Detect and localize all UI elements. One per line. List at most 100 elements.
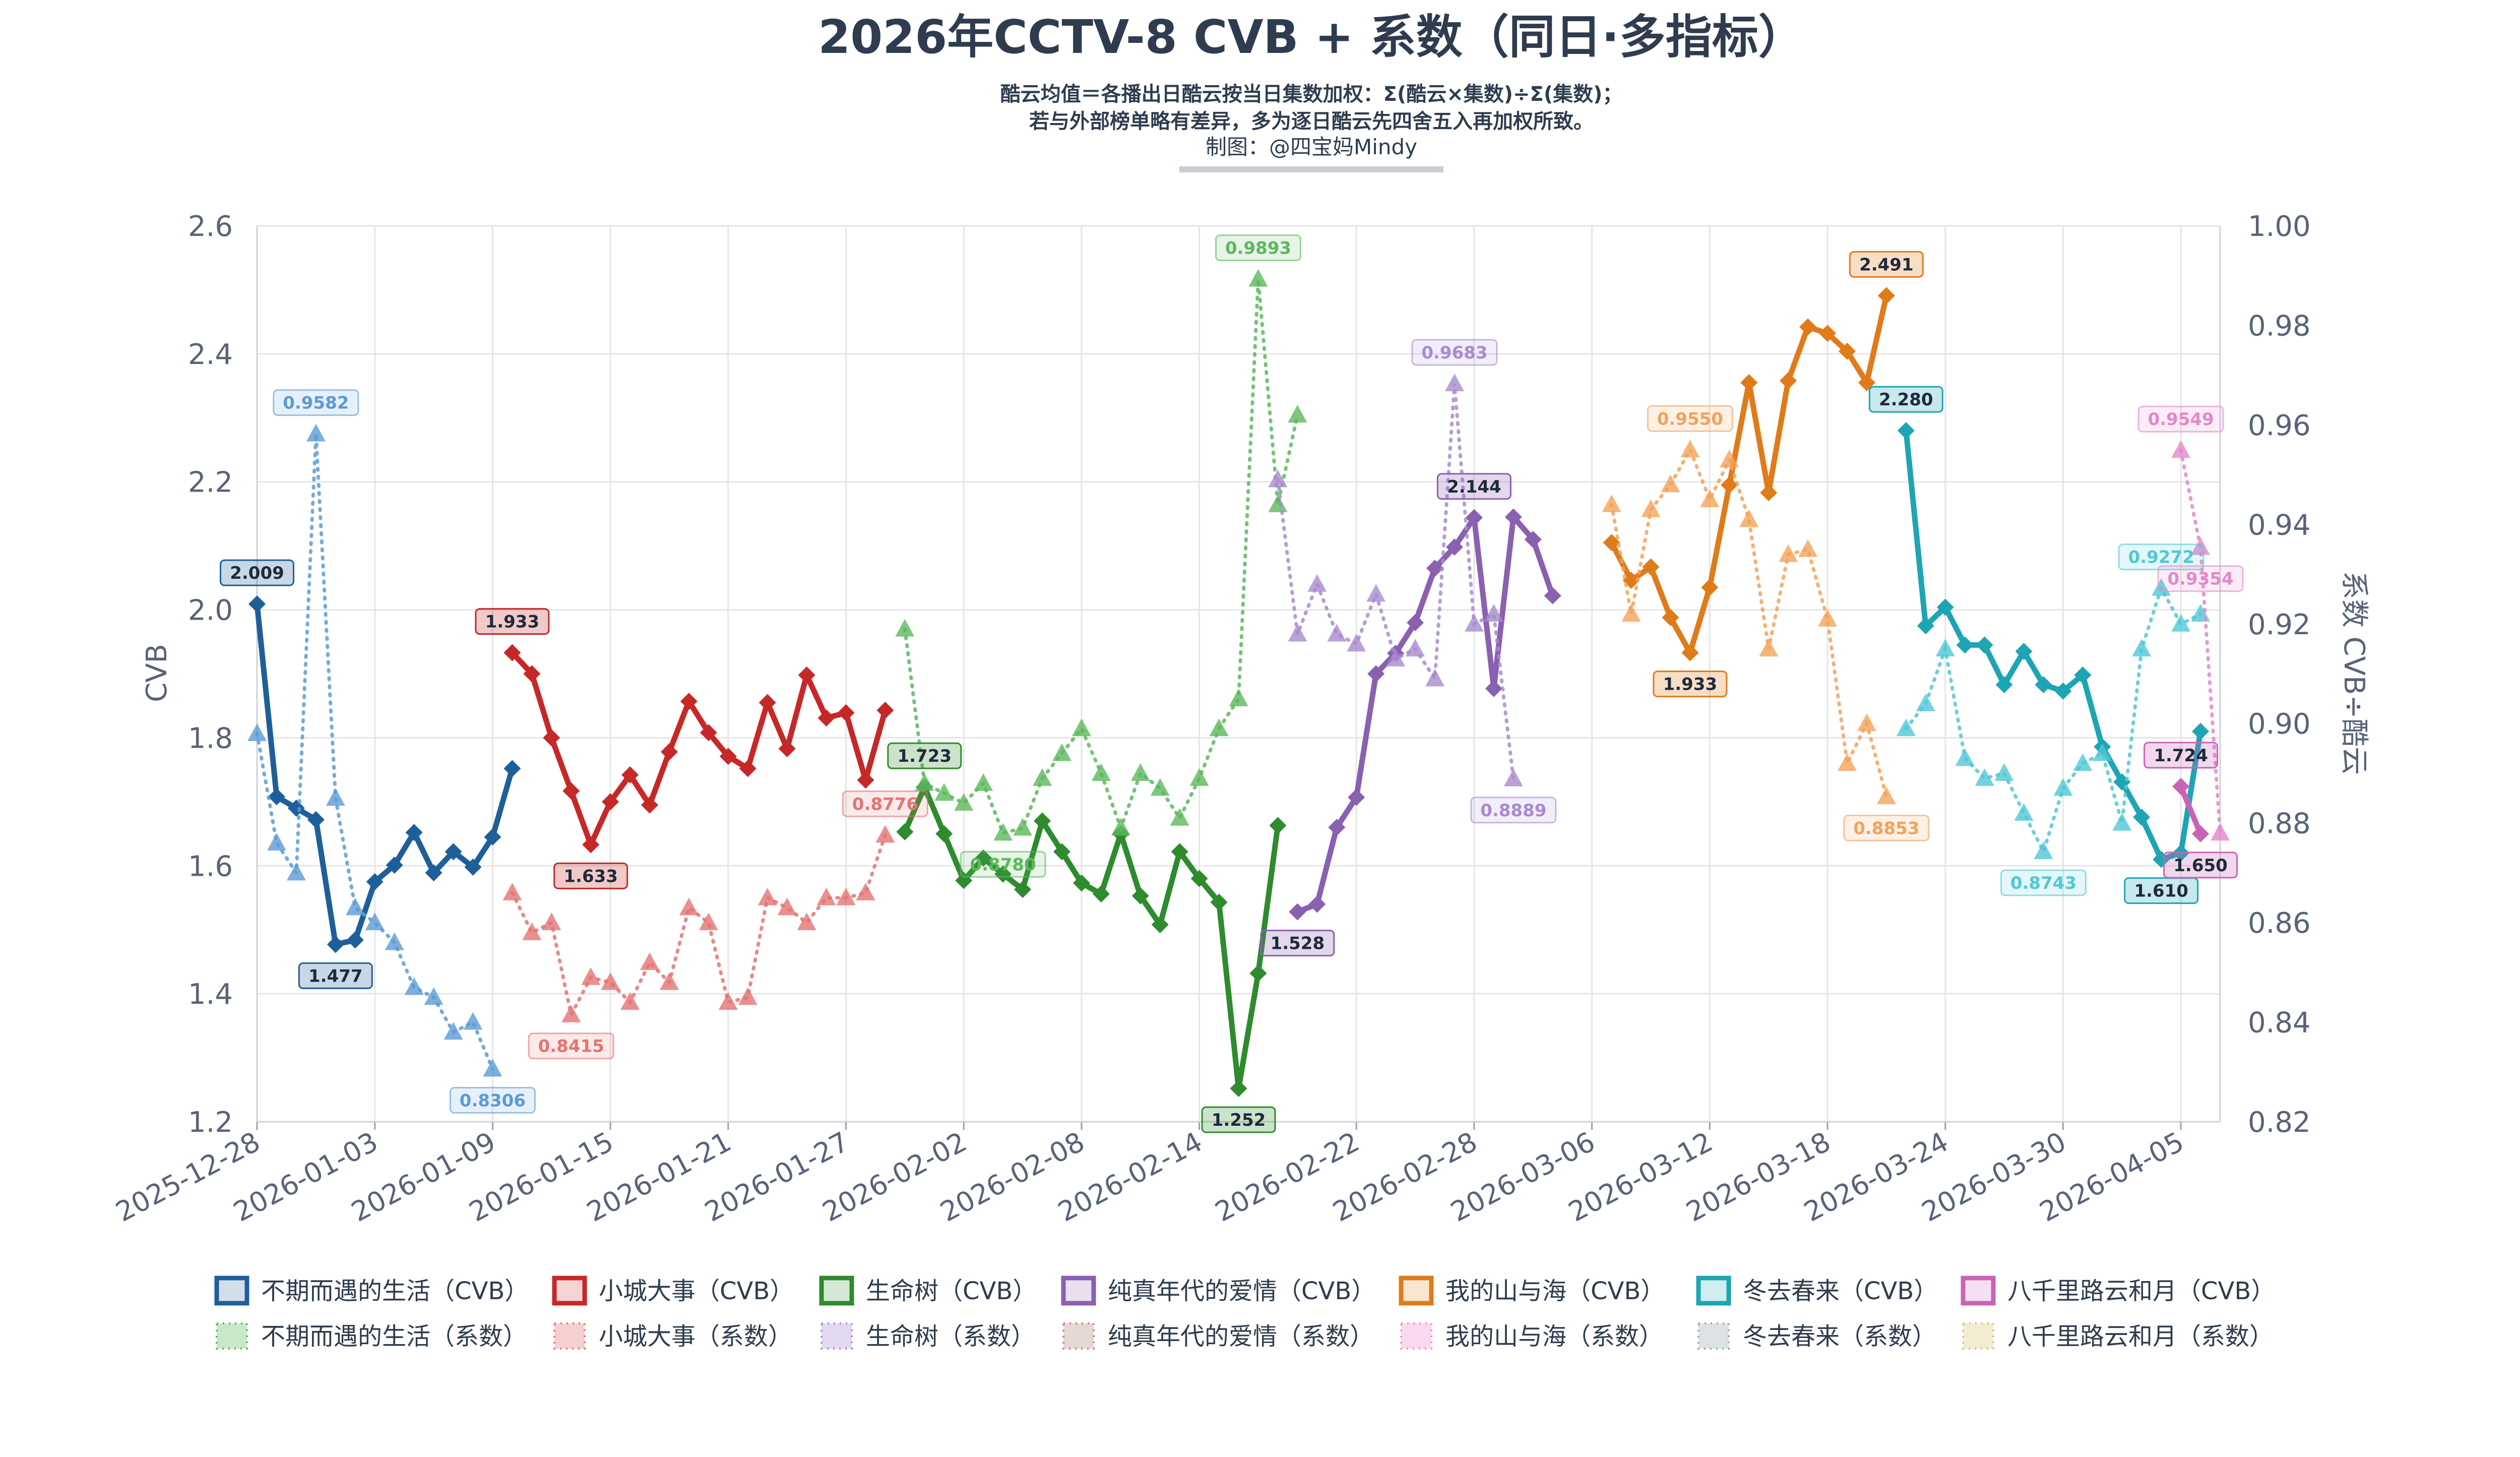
y2-axis-label: 系数 CVB÷酷云: [2338, 571, 2370, 775]
coef-point: [1248, 269, 1268, 287]
legend-item[interactable]: 不期而遇的生活（CVB）: [214, 1276, 529, 1306]
coef-point: [777, 897, 797, 916]
coef-point: [915, 773, 934, 791]
coef-point: [1916, 693, 1935, 711]
cvb-point: [1544, 587, 1561, 604]
cvb-point: [562, 782, 580, 800]
legend-item[interactable]: 生命树（系数）: [821, 1322, 1035, 1351]
cvb-point: [700, 724, 717, 742]
coef-point: [1406, 639, 1425, 657]
legend-label: 冬去春来（系数）: [1743, 1322, 1936, 1351]
legend-item[interactable]: 冬去春来（系数）: [1697, 1322, 1936, 1351]
coef-point: [2053, 778, 2073, 796]
legend-item[interactable]: 生命树（CVB）: [819, 1276, 1037, 1306]
series-0: [248, 595, 521, 953]
svg-text:2.491: 2.491: [1859, 255, 1914, 275]
y-tick-label: 2.4: [188, 338, 233, 371]
cvb-point: [778, 740, 796, 758]
cvb-point: [1701, 579, 1719, 596]
coef-point: [1288, 624, 1307, 642]
coef-point: [1935, 639, 1955, 657]
coef-point: [561, 1004, 581, 1022]
cvb-point: [817, 709, 835, 727]
svg-text:1.724: 1.724: [2154, 746, 2208, 766]
cvb-point: [1976, 636, 1993, 654]
coef-point: [483, 1059, 502, 1077]
cvb-point: [1485, 680, 1502, 697]
coef-point: [1307, 574, 1327, 592]
cvb-point: [896, 823, 914, 841]
cvb-point: [1348, 788, 1365, 806]
coef-point: [444, 1022, 463, 1040]
cvb-value-label: 1.933: [1653, 671, 1728, 698]
svg-text:1.610: 1.610: [2134, 881, 2188, 901]
coef-point: [1033, 768, 1052, 786]
cvb-point: [287, 800, 305, 817]
coef-value-label: 0.8889: [1470, 797, 1557, 824]
y2-tick-label: 0.82: [2248, 1106, 2311, 1139]
series-13: [2171, 440, 2230, 841]
legend-item[interactable]: 八千里路云和月（系数）: [1962, 1322, 2274, 1351]
cvb-point: [1681, 644, 1699, 661]
cvb-value-label: 1.633: [553, 862, 628, 889]
coef-point: [1464, 614, 1484, 632]
legend-item[interactable]: 我的山与海（系数）: [1400, 1322, 1663, 1351]
coef-value-label: 0.9550: [1647, 405, 1733, 432]
coef-value-label: 0.9683: [1411, 339, 1498, 366]
legend-item[interactable]: 八千里路云和月（CVB）: [1961, 1276, 2275, 1306]
coef-point: [1641, 499, 1661, 517]
legend-item[interactable]: 我的山与海（CVB）: [1399, 1276, 1665, 1306]
coef-point: [326, 788, 345, 806]
cvb-point: [2192, 825, 2210, 842]
coef-point: [385, 932, 404, 950]
coef-point: [1700, 489, 1720, 507]
coef-point: [954, 793, 974, 811]
cvb-point: [1230, 1079, 1247, 1097]
legend-swatch: [214, 1276, 249, 1306]
legend-item[interactable]: 小城大事（系数）: [553, 1322, 792, 1351]
coef-point: [2191, 604, 2211, 622]
legend-swatch: [1961, 1276, 1996, 1306]
svg-text:0.8853: 0.8853: [1853, 818, 1919, 838]
coef-point: [1955, 748, 1975, 766]
cvb-point: [759, 694, 776, 711]
legend-item[interactable]: 冬去春来（CVB）: [1696, 1276, 1938, 1306]
svg-text:2.280: 2.280: [1879, 390, 1933, 410]
cvb-point: [2133, 808, 2151, 826]
legend-item[interactable]: 小城大事（CVB）: [552, 1276, 794, 1306]
cvb-value-label: 1.723: [887, 742, 962, 769]
cvb-point: [1014, 881, 1032, 898]
coef-point: [2171, 440, 2191, 458]
legend-swatch: [821, 1322, 853, 1350]
legend-item[interactable]: 纯真年代的爱情（CVB）: [1061, 1276, 1375, 1306]
svg-text:0.9549: 0.9549: [2148, 409, 2214, 430]
cvb-point: [935, 825, 953, 842]
svg-text:1.477: 1.477: [308, 966, 363, 986]
y-tick-label: 1.6: [188, 850, 233, 883]
cvb-point: [857, 771, 874, 789]
legend-label: 小城大事（CVB）: [599, 1277, 794, 1305]
coef-point: [1896, 718, 1916, 737]
legend-swatch: [1696, 1276, 1731, 1306]
cvb-value-label: 2.009: [220, 559, 294, 586]
coef-value-label: 0.9272: [2118, 543, 2204, 571]
coef-point: [1837, 753, 1857, 771]
legend-swatch: [1061, 1276, 1096, 1306]
cvb-point: [327, 936, 344, 953]
coef-point: [1013, 818, 1033, 836]
cvb-point: [2074, 666, 2092, 684]
coef-point: [993, 823, 1013, 841]
coef-point: [1189, 768, 1209, 786]
cvb-point: [1936, 598, 1954, 616]
y-tick-label: 1.4: [188, 978, 233, 1011]
cvb-point: [1034, 812, 1051, 830]
cvb-line: [1294, 514, 1556, 915]
cvb-point: [1092, 885, 1110, 903]
coef-point: [2211, 823, 2230, 841]
cvb-value-label: 2.144: [1436, 473, 1511, 500]
legend-item[interactable]: 纯真年代的爱情（系数）: [1062, 1322, 1374, 1351]
legend-item[interactable]: 不期而遇的生活（系数）: [216, 1322, 527, 1351]
legend-label: 八千里路云和月（CVB）: [2007, 1277, 2275, 1305]
cvb-point: [1740, 374, 1758, 391]
cvb-line: [1903, 428, 2203, 863]
